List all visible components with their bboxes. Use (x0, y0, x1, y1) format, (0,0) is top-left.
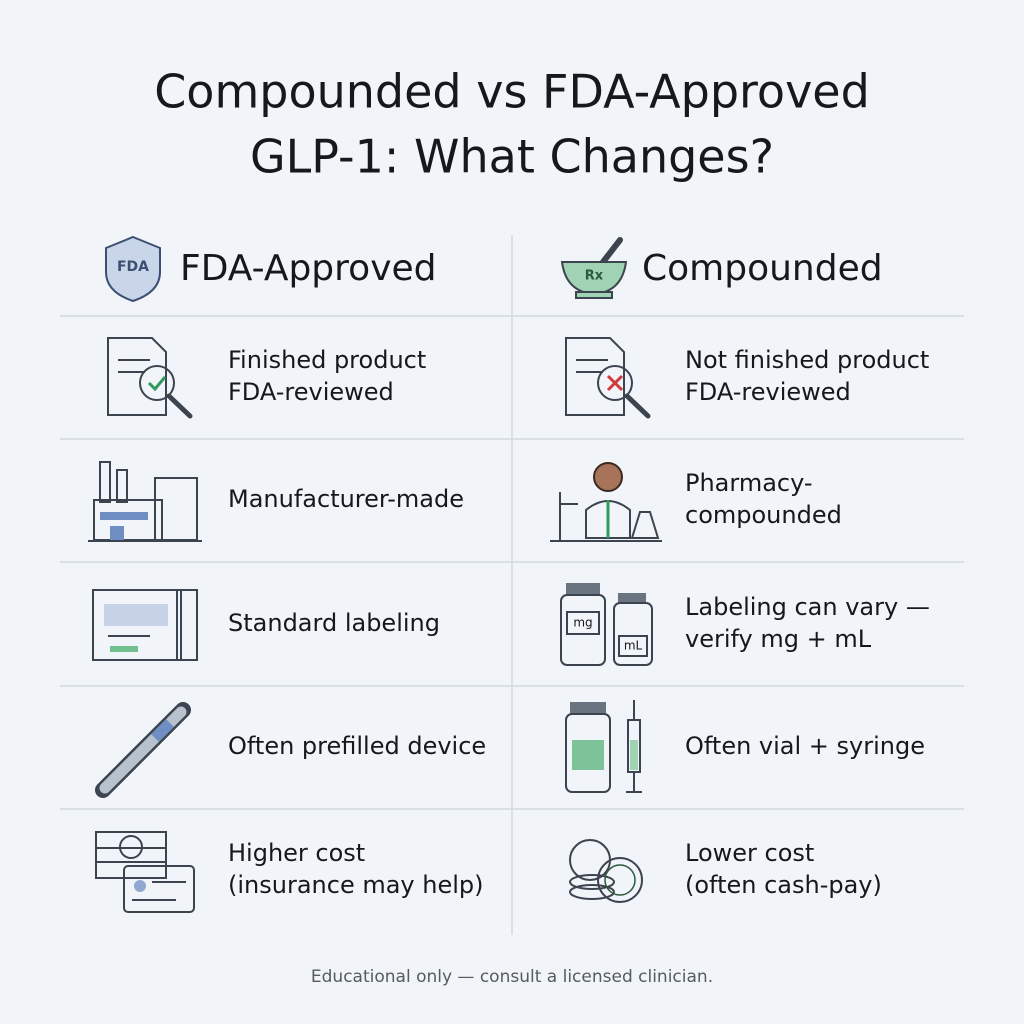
badge-text: Rx (585, 269, 604, 284)
row-text: Higher cost (228, 839, 365, 867)
title-line: GLP-1: What Changes? (250, 130, 774, 184)
mortar-icon: Rx (560, 237, 628, 299)
title-line: Compounded vs FDA-Approved (154, 65, 870, 119)
row-text: (insurance may help) (228, 871, 484, 899)
coins-icon (569, 839, 643, 903)
row-text: FDA-reviewed (228, 378, 394, 406)
row-text: Finished product (228, 346, 426, 374)
row-text: compounded (685, 501, 842, 529)
document-x-icon (565, 337, 651, 419)
column-heading: FDA-Approved (180, 248, 437, 289)
vial-syringe-icon (565, 700, 642, 793)
row-text: Often prefilled device (228, 732, 486, 760)
row-text: Labeling can vary — (685, 593, 930, 621)
column-heading: Compounded (642, 248, 883, 289)
pharmacist-icon (550, 462, 662, 542)
vial-label: mg (573, 616, 592, 630)
shield-icon: FDA (105, 235, 161, 303)
row-text: Manufacturer-made (228, 485, 464, 513)
row-text: Not finished product (685, 346, 929, 374)
vial-label: mL (624, 639, 643, 653)
row-text: (often cash-pay) (685, 871, 882, 899)
document-check-icon (107, 337, 193, 419)
row-text: Lower cost (685, 839, 814, 867)
bottles-icon: mg mL (560, 583, 653, 666)
badge-text: FDA (117, 259, 149, 275)
factory-icon (88, 461, 202, 542)
row-dividers (60, 315, 964, 810)
row-text: FDA-reviewed (685, 378, 851, 406)
row-text: Often vial + syringe (685, 732, 925, 760)
cash-card-icon (95, 831, 195, 913)
row-text: Pharmacy- (685, 469, 813, 497)
footer-note: Educational only — consult a licensed cl… (311, 967, 713, 987)
row-text: verify mg + mL (685, 625, 872, 653)
pen-icon (95, 702, 191, 798)
row-text: Standard labeling (228, 609, 440, 637)
box-icon (92, 589, 198, 661)
